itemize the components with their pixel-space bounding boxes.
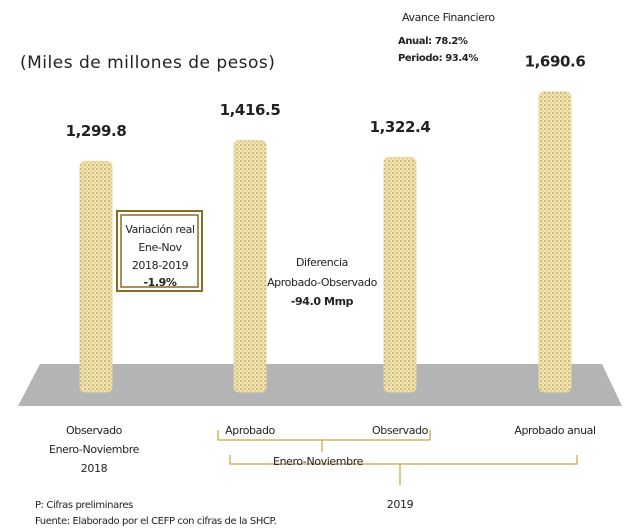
annotation: Ene-Nov (138, 241, 182, 254)
bar (538, 91, 572, 393)
note: P: Cifras preliminares (35, 500, 133, 511)
x-tick-label: Enero-Noviembre (49, 443, 140, 456)
annotation: -94.0 Mmp (291, 295, 354, 308)
x-tick-label: 2018 (81, 462, 108, 475)
value-label: 1,322.4 (370, 118, 431, 136)
x-tick-label: Aprobado (225, 424, 275, 437)
value-label: 1,416.5 (220, 101, 281, 119)
subtitle: (Miles de millones de pesos) (20, 53, 275, 73)
annotation: 2018-2019 (132, 259, 189, 272)
annotation-box (120, 214, 199, 288)
note: Fuente: Elaborado por el CEFP con cifras… (35, 516, 277, 527)
value-label: 1,299.8 (66, 122, 127, 140)
annotation: Anual: 78.2% (398, 36, 468, 47)
x-tick-label: Observado (66, 424, 123, 437)
bracket (217, 430, 431, 452)
floor (18, 364, 622, 406)
group-label: 2019 (387, 498, 414, 511)
annotation: Periodo: 93.4% (398, 53, 478, 64)
bar (79, 160, 113, 393)
annotation: -1.9% (143, 276, 176, 289)
bar (233, 140, 267, 393)
bars (79, 91, 572, 393)
annotation-box (116, 210, 203, 292)
group-label: Enero-Noviembre (273, 455, 364, 468)
annotation: Variación real (125, 223, 195, 236)
x-tick-label: Aprobado anual (514, 424, 596, 437)
bracket (229, 455, 578, 485)
value-label: 1,690.6 (525, 53, 586, 71)
bar (383, 156, 417, 393)
annotation: Aprobado-Observado (267, 276, 378, 289)
annotation: Diferencia (296, 256, 348, 269)
x-tick-label: Observado (372, 424, 429, 437)
annotation: Avance Financiero (402, 11, 495, 24)
